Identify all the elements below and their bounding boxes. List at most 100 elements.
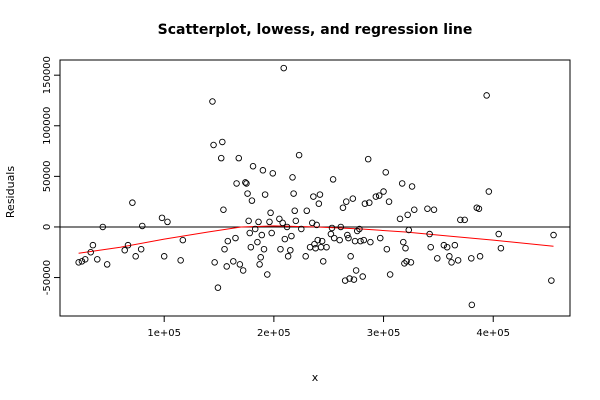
data-point [292,217,300,225]
data-point [290,190,297,197]
y-axis-label: Residuals [4,166,17,218]
data-point [255,218,262,226]
data-point [75,259,82,266]
data-point [468,255,475,262]
data-point [497,244,505,252]
data-point [366,199,373,206]
x-tick-label: 2e+05 [257,328,291,339]
data-point [264,271,271,278]
data-point [396,215,404,223]
y-tick-label: 0 [42,224,53,230]
data-point [408,183,416,190]
data-point [350,276,358,283]
data-point [476,253,484,260]
data-point [209,98,216,105]
data-point [372,193,380,200]
lowess-line [78,225,554,254]
data-point [345,234,352,242]
data-point [298,225,305,233]
data-point [121,246,128,254]
data-point [233,180,240,187]
x-tick-label: 3e+05 [367,328,401,339]
data-point [375,192,383,199]
data-point [351,237,359,245]
data-point [284,253,292,260]
data-point [329,176,337,183]
points-group [75,64,557,309]
data-point [411,206,418,214]
data-point [164,218,171,226]
data-point [454,257,462,264]
data-point [177,257,184,264]
data-point [386,271,394,278]
y-tick-label: -50000 [42,260,53,295]
data-point [279,219,286,227]
data-point [359,273,366,280]
data-point [398,180,406,187]
data-point [315,200,323,207]
data-point [232,234,239,242]
data-point [485,188,493,195]
data-point [267,209,274,217]
data-point [289,174,296,181]
data-point [242,179,249,186]
data-point [160,253,168,260]
data-point [377,234,384,242]
data-point [244,190,251,197]
data-point [129,199,136,206]
data-point [303,207,311,215]
data-point [283,223,291,231]
data-point [256,261,263,268]
data-point [430,206,438,214]
data-point [407,259,415,266]
data-point [99,223,107,231]
data-point [385,198,393,205]
data-point [361,200,369,207]
data-point [434,255,441,262]
y-tick-label: 100000 [42,107,53,145]
data-point [403,258,410,265]
data-point [260,245,268,253]
x-tick-label: 4e+05 [476,328,510,339]
data-point [245,217,252,225]
data-point [87,249,94,256]
data-point [404,211,411,219]
data-point [230,258,237,265]
plot-frame [59,59,571,317]
data-point [223,263,230,270]
data-point [344,231,351,239]
data-point [446,253,453,260]
data-point [457,216,464,224]
data-point [349,195,357,202]
data-point [280,64,287,72]
data-point [461,216,468,224]
data-point [356,225,363,233]
data-point [266,218,273,226]
data-point [224,237,232,245]
data-point [137,245,145,253]
data-point [281,235,289,243]
data-point [426,230,433,238]
data-point [81,256,89,263]
data-point [89,241,97,249]
data-point [287,246,294,254]
data-point [158,214,166,222]
data-point [288,232,295,240]
data-point [327,230,335,238]
data-point [339,204,347,211]
data-point [468,301,476,309]
data-point [495,230,502,238]
data-point [330,234,338,242]
data-point [337,223,345,231]
data-point [243,180,250,187]
data-point [317,243,325,251]
data-point [364,155,372,163]
data-point [318,237,326,245]
axes-group: 1e+05 2e+05 3e+05 4e+05 -50000 0 50000 100000 15… [42,56,510,339]
data-point [357,237,364,245]
data-point [405,226,413,234]
data-point [483,92,490,99]
data-point [382,169,389,176]
x-tick-label: 1e+05 [147,328,181,339]
data-point [78,258,86,265]
